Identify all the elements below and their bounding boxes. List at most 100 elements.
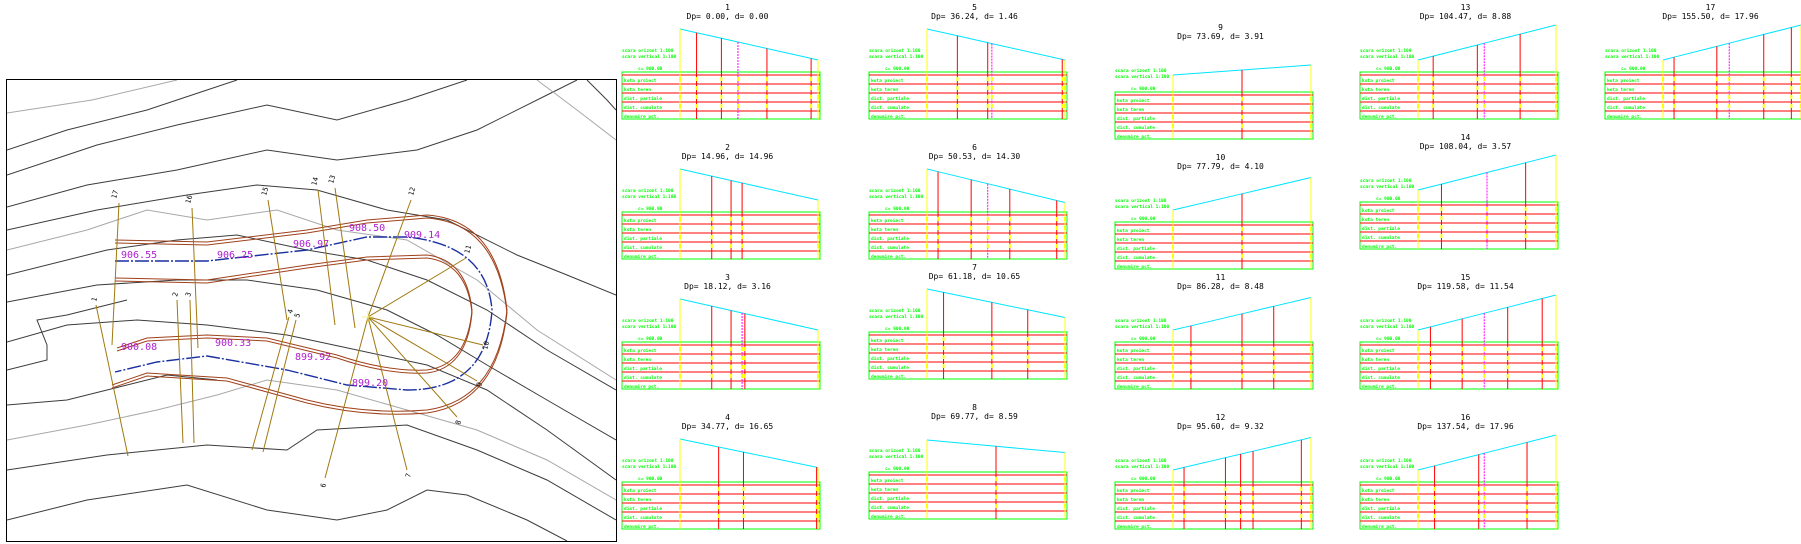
table-row-label: kota proiect — [624, 78, 657, 84]
station-label: 12 — [407, 186, 417, 196]
profile-table — [621, 481, 821, 530]
value-mark — [710, 235, 713, 239]
datum-label: c= 900.00 — [638, 476, 663, 482]
value-mark — [743, 365, 746, 369]
profile-title: 10 Dp= 77.79, d= 4.10 — [1113, 153, 1328, 171]
value-mark — [1519, 95, 1522, 99]
value-mark — [1189, 347, 1192, 351]
value-mark — [1429, 347, 1432, 351]
profile-table — [1114, 341, 1314, 390]
value-mark — [1440, 234, 1443, 238]
value-mark — [1172, 106, 1174, 110]
value-mark — [1673, 95, 1676, 99]
table-row-label: kota proiect — [1117, 98, 1150, 104]
profile-distances: Dp= 108.04, d= 3.57 — [1419, 142, 1512, 151]
value-mark — [1429, 374, 1432, 378]
value-mark — [1252, 487, 1255, 491]
profile-number: 2 — [725, 143, 730, 152]
value-mark — [1790, 95, 1793, 99]
table-row-label: dist. cumulate — [624, 375, 662, 381]
value-mark — [1433, 514, 1436, 518]
scale-label: scara orizont 1:100 — [622, 48, 674, 54]
value-mark — [1477, 496, 1480, 500]
datum-label: c= 900.00 — [1376, 336, 1401, 342]
value-mark — [1555, 365, 1557, 369]
value-mark — [730, 226, 733, 230]
table-row-label: denumire pct. — [1362, 244, 1397, 250]
value-mark — [1790, 86, 1793, 90]
ground-line — [679, 438, 819, 468]
profile-number: 11 — [1215, 273, 1226, 282]
value-mark — [1662, 95, 1664, 99]
value-mark — [695, 86, 698, 90]
table-row-label: dist. partiale — [624, 366, 662, 372]
value-mark — [817, 226, 819, 230]
value-mark — [1310, 106, 1312, 110]
value-mark — [1486, 225, 1488, 229]
profile-title: 3 Dp= 18.12, d= 3.16 — [620, 273, 835, 291]
value-mark — [1662, 86, 1664, 90]
value-mark — [1241, 374, 1243, 378]
value-mark — [1300, 487, 1303, 491]
value-mark — [1310, 97, 1312, 101]
value-mark — [1183, 496, 1186, 500]
profile-table — [1114, 221, 1314, 270]
value-mark — [1461, 365, 1464, 369]
value-mark — [1310, 254, 1312, 258]
value-mark — [679, 347, 681, 351]
datum-label: c= 900.00 — [1376, 476, 1401, 482]
table-row-label: kota teren — [1117, 107, 1144, 113]
table-row-label: denumire pct. — [1117, 384, 1152, 390]
value-mark — [817, 104, 819, 108]
scale-label: scara vertical 1:100 — [1360, 324, 1414, 330]
value-mark — [730, 356, 733, 360]
value-mark — [1172, 505, 1174, 509]
value-mark — [1239, 505, 1242, 509]
value-mark — [1461, 374, 1464, 378]
section-line-1 — [95, 304, 129, 457]
station-label: 6 — [319, 482, 328, 488]
value-mark — [1486, 234, 1488, 238]
table-row-label: kota teren — [1117, 497, 1144, 503]
station-label: 10 — [481, 340, 491, 350]
elevation-label: 899.20 — [352, 378, 388, 389]
datum-label: c= 900.00 — [885, 206, 910, 212]
profile-table — [868, 211, 1068, 260]
value-mark — [679, 496, 681, 500]
value-mark — [1555, 487, 1557, 491]
station-label: 9 — [475, 381, 484, 387]
contour-line — [7, 319, 616, 481]
value-mark — [1433, 505, 1436, 509]
table-row-label: denumire pct. — [871, 254, 906, 260]
scale-label: scara vertical 1:100 — [1605, 54, 1659, 60]
value-mark — [990, 337, 993, 341]
profile-title: 6 Dp= 50.53, d= 14.30 — [867, 143, 1082, 161]
value-mark — [741, 226, 744, 230]
profile-5: 5 Dp= 36.24, d= 1.46 scara orizont 1:100 sc… — [867, 0, 1082, 125]
profile-distances: Dp= 14.96, d= 14.96 — [681, 152, 774, 161]
value-mark — [926, 235, 928, 239]
value-mark — [1417, 234, 1419, 238]
table-row-label: kota teren — [1362, 497, 1389, 503]
ground-line — [926, 288, 1066, 318]
value-mark — [1429, 356, 1432, 360]
profile-distances: Dp= 155.50, d= 17.96 — [1662, 12, 1759, 21]
value-mark — [1762, 104, 1765, 108]
profile-title: 14 Dp= 108.04, d= 3.57 — [1358, 133, 1573, 151]
scale-label: scara vertical 1:100 — [1360, 184, 1414, 190]
value-mark — [679, 505, 681, 509]
value-mark — [937, 217, 940, 221]
value-mark — [679, 226, 681, 230]
value-mark — [926, 355, 928, 359]
value-mark — [742, 514, 745, 518]
contour-line — [7, 379, 616, 501]
profile-number: 7 — [972, 263, 977, 272]
value-mark — [1172, 514, 1174, 518]
value-mark — [730, 365, 733, 369]
scale-label: scara orizont 1:100 — [869, 308, 921, 314]
